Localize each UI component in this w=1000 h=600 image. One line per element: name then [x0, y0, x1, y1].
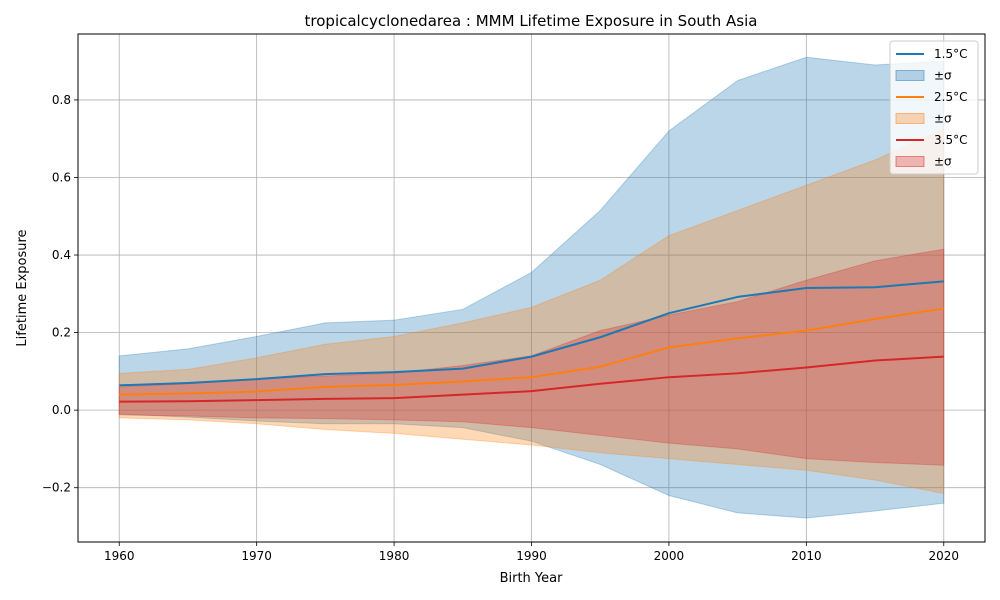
legend-band-swatch [895, 70, 925, 81]
grid [78, 34, 985, 542]
y-axis: −0.2 0.0 0.2 0.4 0.6 0.8 [42, 93, 78, 495]
x-tick-label: 1960 [104, 549, 135, 563]
series-lines [119, 280, 944, 403]
legend-band-swatch [895, 113, 925, 124]
legend-band-swatch [895, 156, 925, 167]
series-line-3.5°C [119, 355, 944, 403]
x-tick-label: 1980 [379, 549, 410, 563]
series-line-1.5°C [119, 280, 944, 387]
series-line-2.5°C [119, 307, 944, 396]
y-tick-label: 0.0 [52, 403, 71, 417]
legend-label: 2.5°C [934, 90, 967, 104]
band-2.5°C [118, 128, 945, 495]
x-tick-label: 2020 [928, 549, 959, 563]
legend-label: ±σ [934, 112, 952, 126]
legend-label: 3.5°C [934, 133, 967, 147]
x-axis-label: Birth Year [500, 571, 564, 586]
band-1.5°C [118, 56, 945, 519]
y-tick-label: 0.2 [52, 326, 71, 340]
y-tick-label: 0.8 [52, 93, 71, 107]
x-tick-label: 1990 [516, 549, 547, 563]
x-tick-label: 2000 [654, 549, 685, 563]
x-axis: 1960 1970 1980 1990 2000 2010 2020 [104, 542, 959, 563]
y-axis-label: Lifetime Exposure [15, 229, 30, 346]
legend-label: ±σ [934, 155, 952, 169]
x-tick-label: 1970 [241, 549, 272, 563]
legend-label: ±σ [934, 69, 952, 83]
y-tick-label: 0.6 [52, 170, 71, 184]
legend-label: 1.5°C [934, 47, 967, 61]
uncertainty-bands [118, 56, 945, 519]
chart-title: tropicalcyclonedarea : MMM Lifetime Expo… [305, 12, 758, 30]
y-tick-label: −0.2 [42, 481, 71, 495]
y-tick-label: 0.4 [52, 248, 71, 262]
x-tick-label: 2010 [791, 549, 822, 563]
legend: 1.5°C ±σ 2.5°C ±σ 3.5°C ±σ [889, 40, 979, 175]
